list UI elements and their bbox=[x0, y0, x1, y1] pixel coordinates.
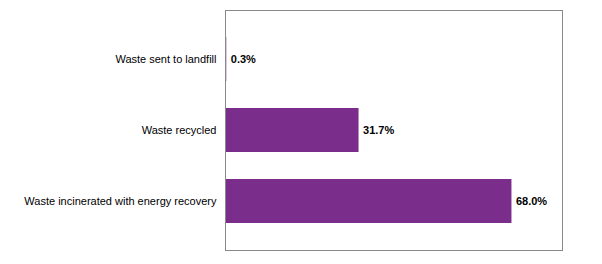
svg-text:0.3%: 0.3% bbox=[231, 53, 256, 65]
svg-text:Waste recycled: Waste recycled bbox=[142, 124, 217, 136]
svg-text:68.0%: 68.0% bbox=[516, 195, 547, 207]
svg-text:Waste sent to landfill: Waste sent to landfill bbox=[115, 53, 216, 65]
svg-text:31.7%: 31.7% bbox=[363, 124, 394, 136]
svg-text:Waste incinerated with energy: Waste incinerated with energy recovery bbox=[24, 195, 217, 207]
